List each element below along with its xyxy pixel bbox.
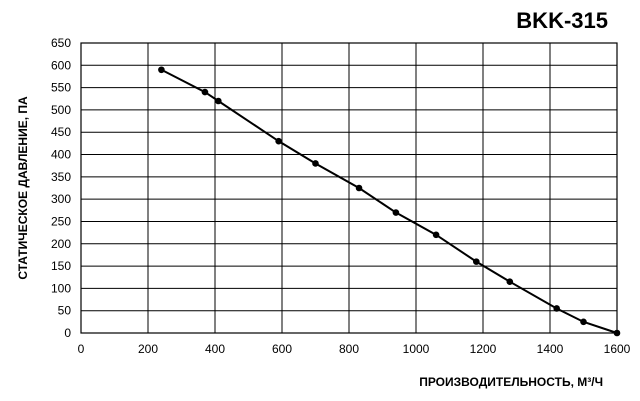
y-tick-label: 250 bbox=[51, 214, 71, 228]
y-tick-label: 0 bbox=[64, 326, 71, 340]
data-point bbox=[355, 184, 363, 192]
data-point bbox=[432, 231, 440, 239]
grid bbox=[80, 42, 618, 334]
y-tick-label: 50 bbox=[58, 304, 72, 318]
y-tick-label: 600 bbox=[51, 58, 71, 72]
x-tick-label: 1400 bbox=[537, 342, 564, 356]
data-point bbox=[392, 209, 400, 216]
chart-title: BKK-315 bbox=[516, 8, 608, 33]
y-axis-label: СТАТИЧЕСКОЕ ДАВЛЕНИЕ, ПА bbox=[16, 96, 30, 280]
x-tick-label: 600 bbox=[272, 342, 292, 356]
x-tick-labels: 0 200 400 600 800 1000 1200 1400 1600 bbox=[78, 342, 631, 356]
y-tick-labels: 0 50 100 150 200 250 300 350 400 450 500 550 600 650 bbox=[51, 36, 71, 340]
y-tick-label: 400 bbox=[51, 148, 71, 162]
series-line bbox=[160, 68, 618, 334]
data-point bbox=[580, 318, 587, 326]
data-point bbox=[553, 305, 560, 312]
x-axis-label: ПРОИЗВОДИТЕЛЬНОСТЬ, М³/Ч bbox=[419, 375, 603, 389]
x-tick-label: 800 bbox=[339, 342, 359, 356]
data-point bbox=[312, 160, 319, 167]
data-point bbox=[473, 258, 480, 265]
y-tick-label: 450 bbox=[51, 125, 71, 139]
y-tick-label: 550 bbox=[51, 81, 71, 95]
y-tick-label: 300 bbox=[51, 192, 71, 206]
y-tick-label: 500 bbox=[51, 103, 71, 117]
data-point bbox=[158, 66, 165, 74]
y-tick-label: 350 bbox=[51, 170, 71, 184]
plot-frame bbox=[80, 42, 618, 334]
x-tick-label: 0 bbox=[78, 342, 85, 356]
y-tick-label: 150 bbox=[51, 259, 71, 273]
data-point bbox=[275, 137, 282, 145]
y-tick-label: 100 bbox=[51, 281, 71, 295]
y-tick-label: 650 bbox=[51, 36, 71, 50]
data-point bbox=[506, 278, 514, 285]
data-point bbox=[215, 97, 222, 105]
x-tick-label: 1200 bbox=[470, 342, 497, 356]
x-tick-label: 1600 bbox=[604, 342, 631, 356]
series-layer bbox=[158, 66, 621, 337]
x-tick-label: 200 bbox=[138, 342, 158, 356]
y-tick-label: 200 bbox=[51, 237, 71, 251]
data-point bbox=[201, 88, 209, 96]
x-tick-label: 1000 bbox=[403, 342, 430, 356]
data-point bbox=[613, 329, 621, 337]
x-tick-label: 400 bbox=[205, 342, 225, 356]
